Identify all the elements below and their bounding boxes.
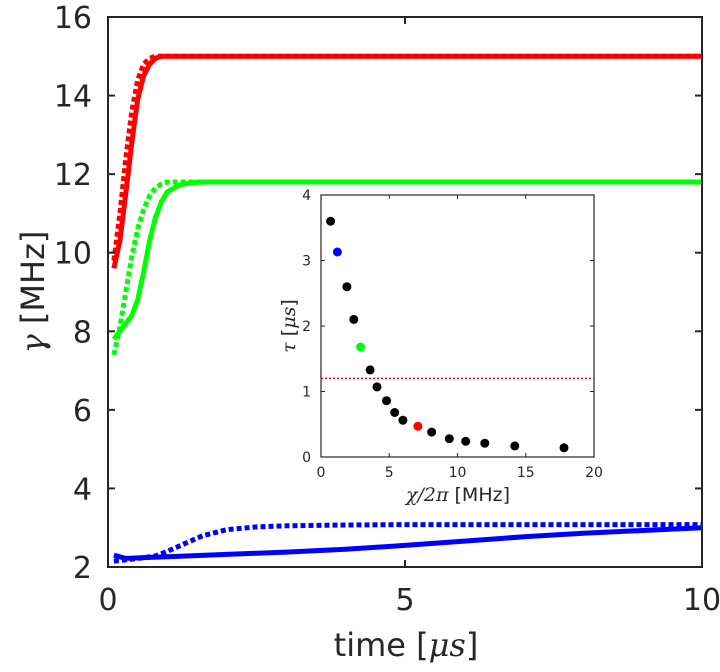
- x-axis-label: time [μs]: [334, 626, 479, 664]
- inset-y-axis-label-part-0: τ: [278, 342, 300, 353]
- inset-y-axis-label-part-3: ]: [278, 299, 300, 306]
- y-tick-label: 6: [73, 394, 92, 429]
- inset-x-axis-label-part-0: χ/2π: [404, 484, 449, 506]
- inset-x-axis-label: χ/2π [MHz]: [404, 484, 510, 506]
- inset-point-3: [349, 314, 359, 324]
- series-line-3: [111, 179, 702, 356]
- inset-y-tick-label: 1: [302, 385, 311, 401]
- inset-point-11: [427, 427, 437, 437]
- inset-y-axis-label: τ [μs]: [278, 299, 300, 353]
- y-tick-label: 16: [54, 1, 92, 36]
- inset-y-tick-label: 2: [302, 319, 311, 335]
- inset-x-tick-label: 5: [385, 465, 394, 481]
- inset-point-7: [382, 396, 391, 406]
- inset-y-tick-label: 0: [302, 450, 311, 466]
- inset-point-8: [390, 408, 400, 417]
- y-tick-label: 8: [73, 315, 92, 350]
- x-tick-label: 0: [98, 583, 117, 618]
- x-axis-label-part-0: time: [334, 626, 416, 664]
- inset-point-12: [444, 434, 454, 444]
- series-line-0: [111, 53, 702, 269]
- y-tick-label: 14: [54, 80, 92, 115]
- inset-point-10: [413, 421, 423, 431]
- inset-x-tick-label: 0: [317, 465, 326, 481]
- inset-chart: 0 5 10 15 20 0 1 2 3 4 χ/2π [MHz] τ [μs]: [278, 188, 603, 506]
- y-axis-label: γ [MHz]: [14, 231, 52, 354]
- x-axis-label-part-3: ]: [466, 626, 478, 664]
- inset-point-15: [510, 441, 520, 451]
- inset-y-axis-label-part-1: [: [278, 329, 300, 342]
- inset-point-0: [326, 216, 336, 226]
- y-tick-label: 2: [73, 551, 92, 586]
- inset-point-2: [342, 282, 352, 292]
- inset-x-axis-label-part-1: [MHz]: [448, 484, 510, 506]
- inset-y-axis-label-part-2: μs: [278, 306, 300, 328]
- y-tick-label: 12: [54, 158, 92, 193]
- y-axis-label-part-0: γ: [14, 333, 52, 353]
- inset-point-1: [332, 247, 342, 257]
- series-line-5: [113, 522, 702, 564]
- x-tick-label: 10: [683, 583, 720, 618]
- inset-x-tick-label: 10: [449, 465, 467, 481]
- x-tick-label: 5: [395, 583, 414, 618]
- y-tick-label: 4: [73, 472, 92, 507]
- inset-point-9: [398, 415, 408, 425]
- inset-point-6: [372, 382, 382, 392]
- inset-x-tick-label: 20: [585, 465, 603, 481]
- inset-point-5: [365, 365, 375, 375]
- inset-y-tick-label: 4: [302, 188, 311, 204]
- x-axis-label-part-1: [: [416, 626, 428, 664]
- y-axis-label-part-1: [MHz]: [14, 231, 52, 335]
- inset-point-4: [356, 342, 366, 352]
- x-axis-label-part-2: μs: [429, 626, 466, 664]
- series-line-2: [111, 179, 702, 341]
- y-tick-label: 10: [54, 237, 92, 272]
- inset-frame: [320, 194, 595, 458]
- series-line-4: [113, 525, 703, 561]
- inset-x-tick-label: 15: [517, 465, 535, 481]
- inset-y-tick-label: 3: [302, 254, 311, 270]
- inset-point-14: [480, 438, 490, 448]
- inset-point-16: [559, 443, 569, 453]
- inset-point-13: [461, 436, 471, 446]
